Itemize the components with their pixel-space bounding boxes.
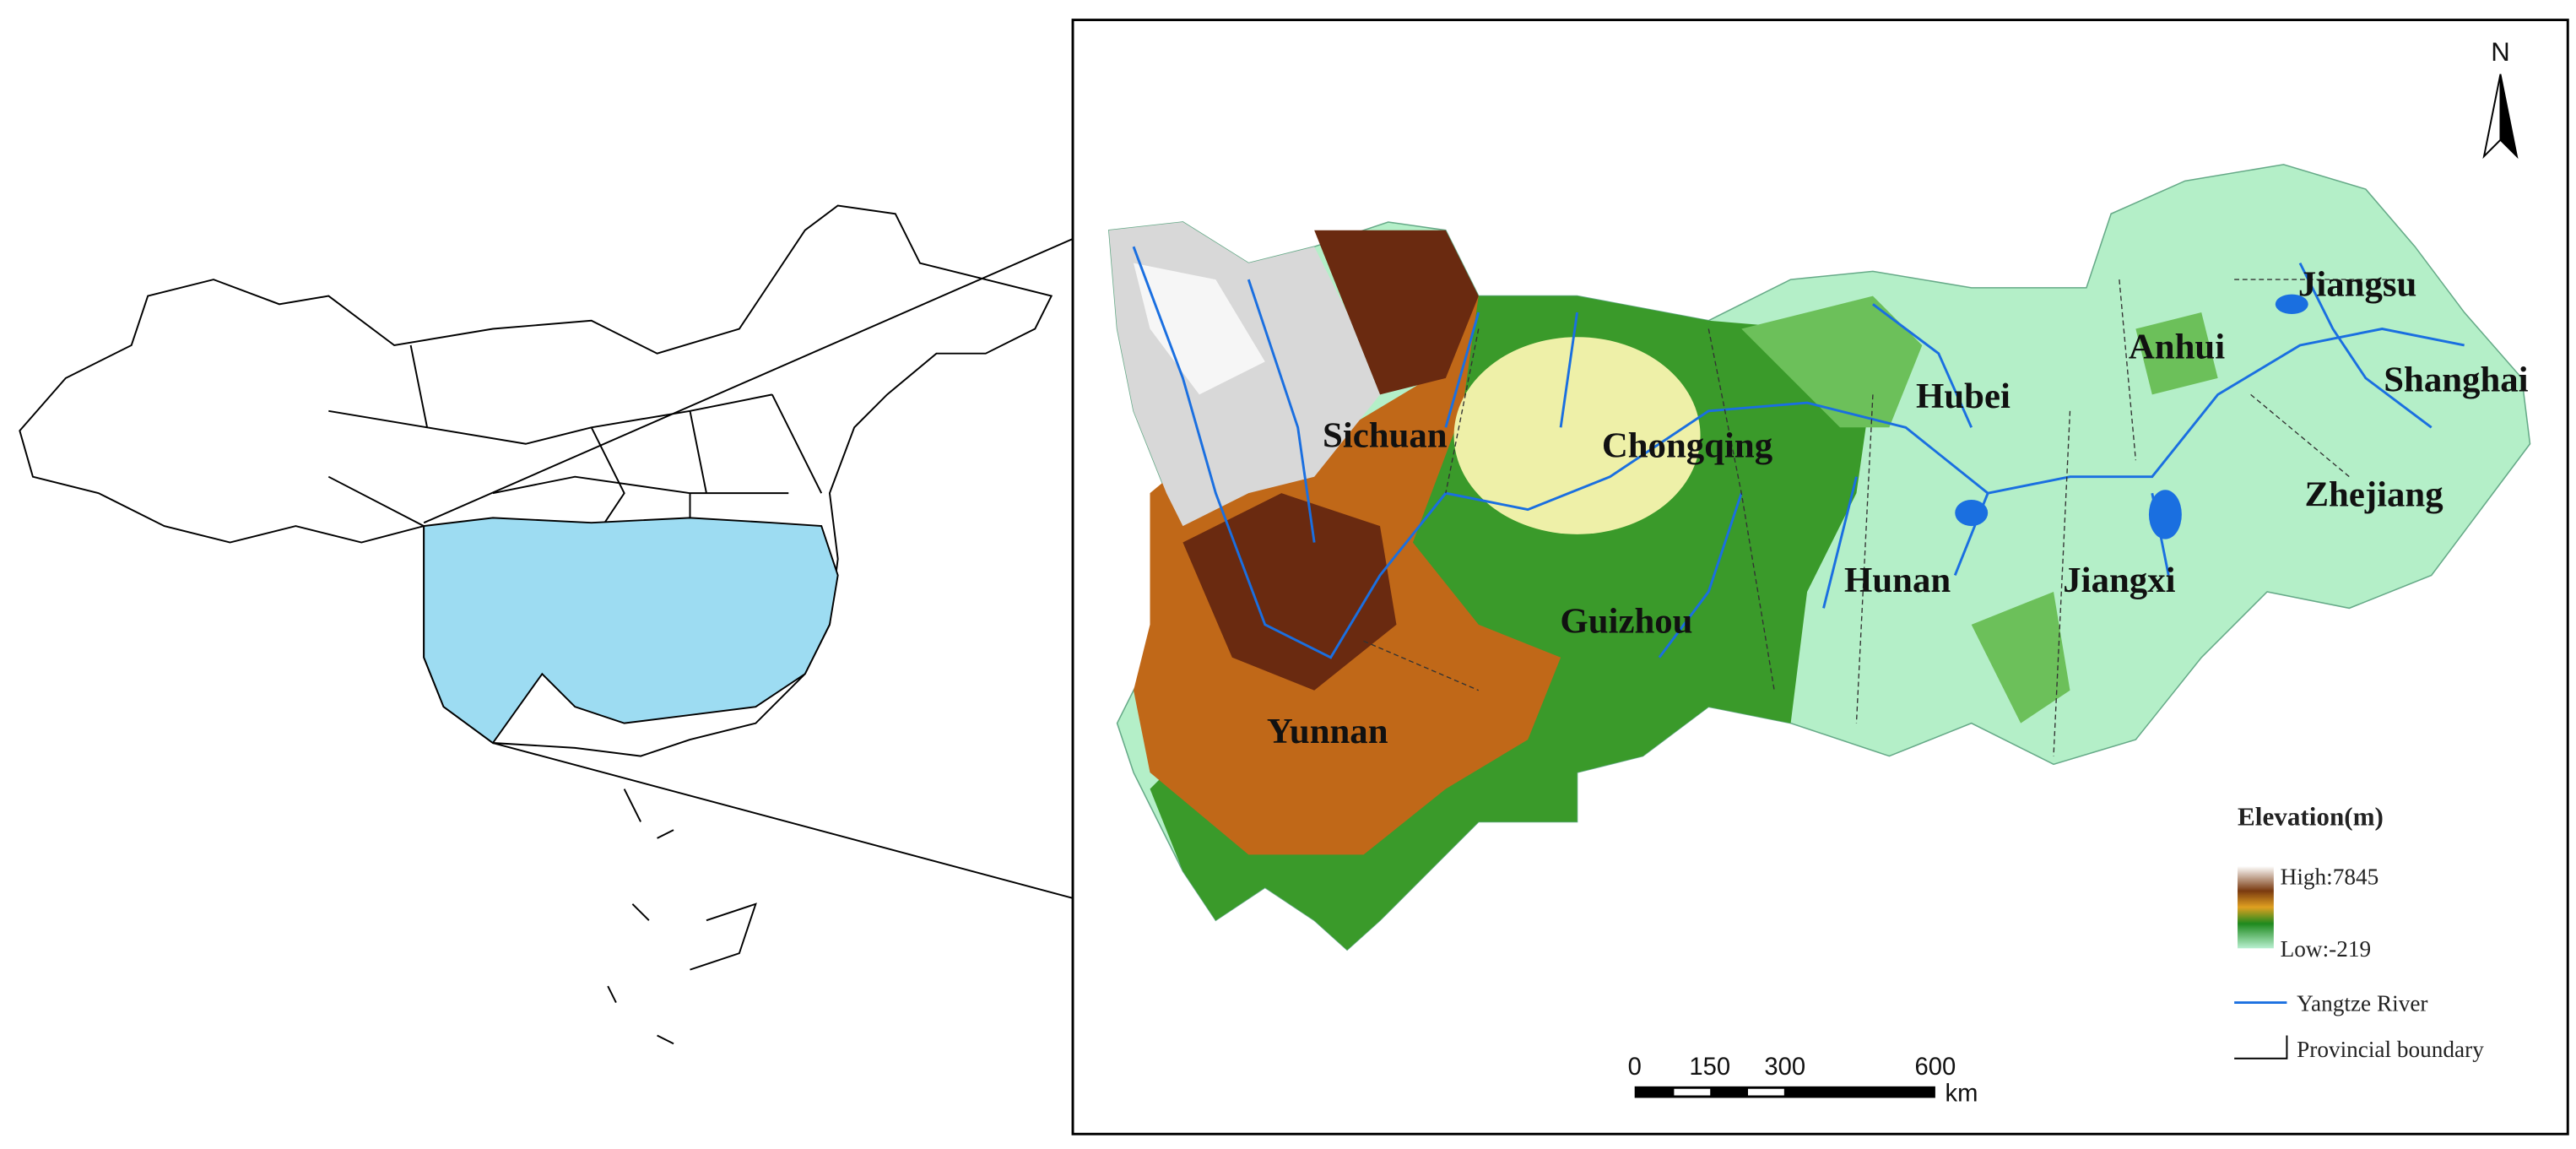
connector-line	[423, 229, 1093, 524]
legend-gradient	[2238, 865, 2274, 949]
north-label: N	[2491, 37, 2509, 67]
province-label: Shanghai	[2384, 360, 2528, 399]
mountains	[1182, 230, 1479, 691]
province-label: Guizhou	[1560, 602, 1692, 642]
scale-tick-label: 150	[1689, 1054, 1730, 1081]
basin	[1453, 337, 1701, 534]
province-label: Jiangxi	[2063, 561, 2175, 600]
hills	[1741, 295, 2218, 724]
legend-river: Yangtze River	[2297, 990, 2427, 1016]
province-label: Hunan	[1844, 561, 1951, 600]
elevation-map	[1108, 164, 2531, 951]
scale-bar-body	[1748, 1088, 1784, 1096]
province-label: Zhejiang	[2305, 475, 2443, 515]
study-area-highlight	[423, 517, 839, 745]
province-label: Anhui	[2129, 328, 2225, 367]
north-arrow	[2499, 73, 2519, 160]
province-label: Chongqing	[1602, 425, 1772, 465]
legend-low: Low:-219	[2281, 936, 2371, 962]
province-label: Jiangsu	[2298, 265, 2416, 305]
plateau	[1134, 263, 1265, 395]
lake	[1955, 499, 1989, 527]
legend-boundary-swatch	[2234, 1035, 2288, 1060]
legend-boundary: Provincial boundary	[2297, 1037, 2484, 1062]
lake	[2275, 294, 2308, 314]
province-label: Sichuan	[1323, 416, 1448, 456]
islands	[607, 789, 757, 1045]
scale-unit: km	[1946, 1080, 1978, 1107]
legend-high: High:7845	[2281, 864, 2379, 889]
scale-tick-label: 300	[1764, 1054, 1805, 1081]
lake	[2148, 490, 2182, 539]
legend-title: Elevation(m)	[2238, 801, 2384, 831]
scale-tick-label: 600	[1915, 1054, 1956, 1081]
scale-tick-label: 0	[1628, 1054, 1642, 1081]
province-label: Hubei	[1916, 377, 2010, 416]
province-label: Yunnan	[1267, 712, 1388, 751]
scale-bar: 0 150 300 600	[1628, 1054, 1956, 1098]
province-labels: Sichuan Chongqing Hubei Anhui Jiangsu Shangha…	[1267, 265, 2529, 751]
scale-bar-body	[1674, 1088, 1711, 1096]
province-boundary	[1363, 279, 2416, 756]
